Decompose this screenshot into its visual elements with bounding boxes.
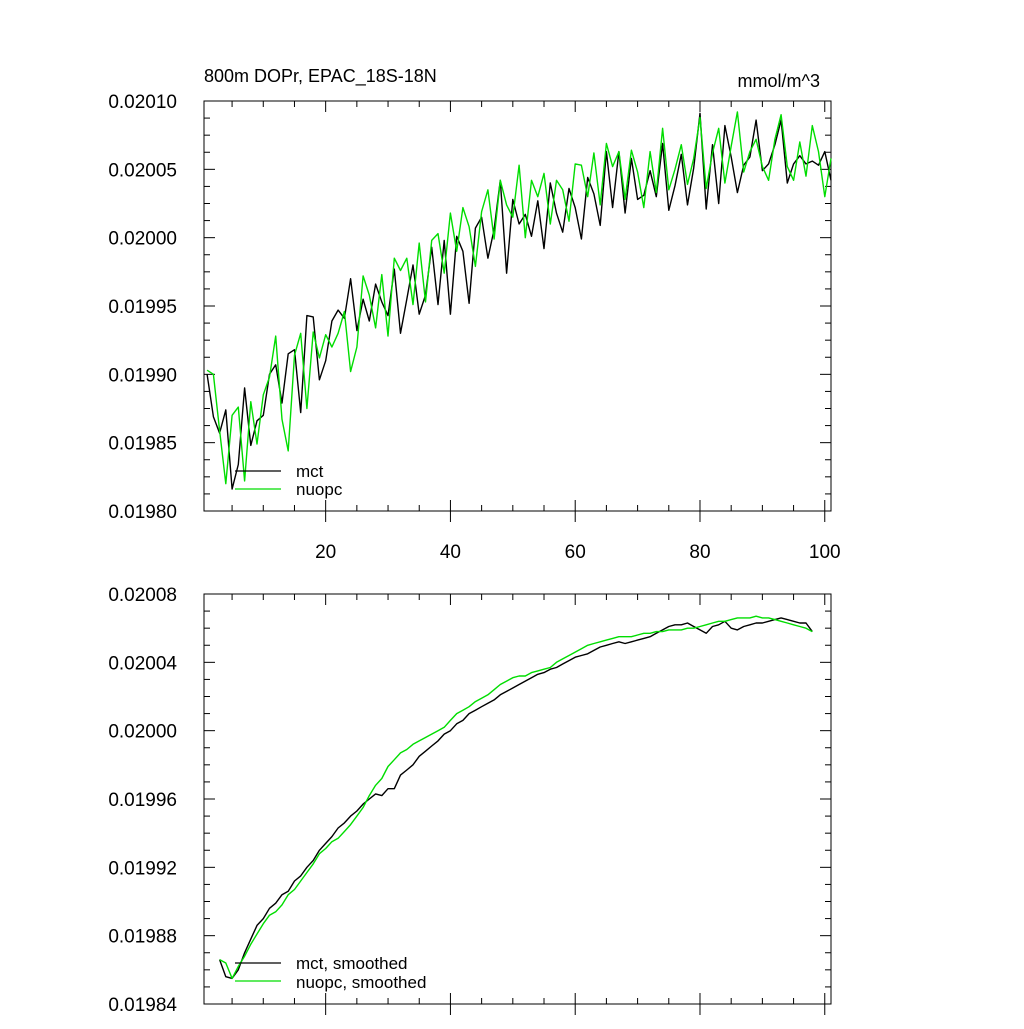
y-tick-label: 0.01985 (108, 434, 177, 455)
top-panel: 800m DOPr, EPAC_18S-18N mmol/m^3 0.01980… (108, 66, 840, 563)
bottom-panel-y-tick-labels: 0.01984 0.01988 0.01992 0.01996 0.02000 0.020… (108, 585, 177, 1016)
y-tick-label: 0.02000 (108, 229, 177, 250)
series-line-mct (206, 112, 832, 490)
top-panel-y-tick-labels: 0.01980 0.01985 0.01990 0.01995 0.02000 0.020… (108, 92, 177, 523)
y-tick-label: 0.01992 (108, 858, 177, 879)
top-panel-series (206, 111, 832, 490)
y-tick-label: 0.01984 (108, 995, 177, 1016)
top-panel-x-tick-labels: 20 40 60 80 100 (315, 542, 841, 563)
y-tick-label: 0.01996 (108, 790, 177, 811)
top-panel-units: mmol/m^3 (738, 71, 820, 91)
y-tick-label: 0.02000 (108, 722, 177, 743)
bottom-panel-series (218, 615, 813, 980)
y-tick-label: 0.01980 (108, 502, 177, 523)
bottom-panel-frame (203, 593, 832, 1005)
bottom-panel-ticks (204, 593, 831, 1015)
y-tick-label: 0.01988 (108, 927, 177, 948)
series-line-nuopc-smoothed (219, 615, 813, 980)
top-panel-legend: mct nuopc (235, 462, 343, 499)
bottom-panel: 0.01984 0.01988 0.01992 0.01996 0.02000 0.020… (108, 585, 832, 1016)
bottom-panel-legend: mct, smoothed nuopc, smoothed (235, 954, 426, 992)
y-tick-label: 0.01995 (108, 297, 177, 318)
series-line-nuopc (206, 111, 832, 485)
top-panel-title: 800m DOPr, EPAC_18S-18N (204, 66, 437, 87)
legend-label-mct: mct (296, 462, 324, 481)
x-tick-label: 100 (809, 542, 841, 563)
x-tick-label: 40 (440, 542, 461, 563)
legend-label-mct-smoothed: mct, smoothed (296, 954, 408, 973)
x-tick-label: 20 (315, 542, 336, 563)
legend-label-nuopc: nuopc (296, 480, 343, 499)
x-tick-label: 80 (689, 542, 710, 563)
y-tick-label: 0.01990 (108, 365, 177, 386)
top-panel-ticks (204, 100, 831, 522)
y-tick-label: 0.02008 (108, 585, 177, 606)
y-tick-label: 0.02004 (108, 653, 177, 674)
y-tick-label: 0.02005 (108, 160, 177, 181)
legend-label-nuopc-smoothed: nuopc, smoothed (296, 973, 426, 992)
top-panel-frame (203, 100, 832, 512)
series-line-mct-smoothed (218, 617, 813, 980)
y-tick-label: 0.02010 (108, 92, 177, 113)
x-tick-label: 60 (565, 542, 586, 563)
